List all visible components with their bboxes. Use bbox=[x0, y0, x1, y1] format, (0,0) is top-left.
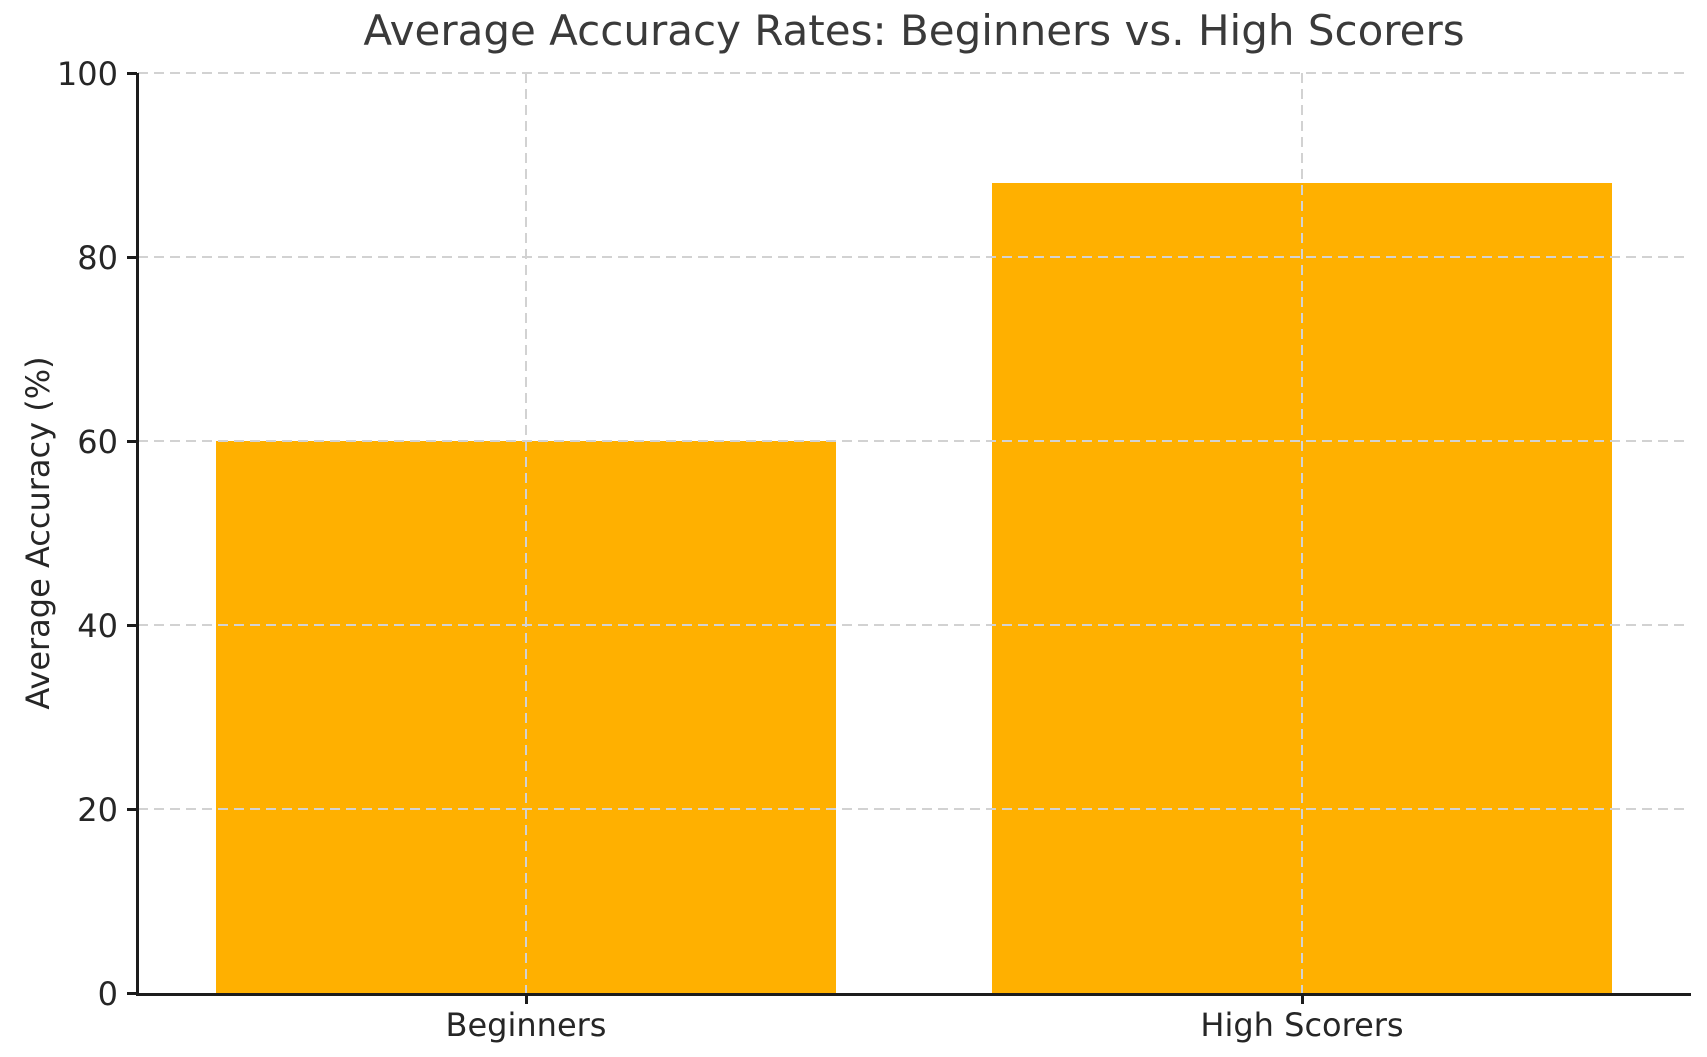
chart-title: Average Accuracy Rates: Beginners vs. Hi… bbox=[363, 6, 1465, 55]
x-tick-mark bbox=[524, 994, 528, 1004]
y-tick-mark bbox=[127, 439, 137, 443]
y-tick-mark bbox=[127, 991, 137, 995]
v-gridline-1 bbox=[525, 73, 527, 993]
y-axis-spine bbox=[136, 73, 139, 996]
y-tick-label: 0 bbox=[97, 975, 118, 1013]
h-gridline-20 bbox=[138, 808, 1690, 810]
x-tick-mark bbox=[1300, 994, 1304, 1004]
plot-area bbox=[136, 72, 1691, 996]
y-tick-mark bbox=[127, 71, 137, 75]
v-gridline-2 bbox=[1301, 73, 1303, 993]
y-tick-mark bbox=[127, 255, 137, 259]
x-tick-label: High Scorers bbox=[1200, 1006, 1404, 1044]
h-gridline-100 bbox=[138, 72, 1690, 74]
y-tick-mark bbox=[127, 623, 137, 627]
y-tick-label: 20 bbox=[77, 791, 118, 829]
h-gridline-60 bbox=[138, 440, 1690, 442]
y-tick-mark bbox=[127, 807, 137, 811]
h-gridline-40 bbox=[138, 624, 1690, 626]
y-tick-label: 40 bbox=[77, 607, 118, 645]
y-tick-label: 100 bbox=[56, 55, 118, 93]
x-axis-spine bbox=[136, 993, 1691, 996]
y-tick-label: 60 bbox=[77, 423, 118, 461]
y-tick-label: 80 bbox=[77, 239, 118, 277]
x-tick-label: Beginners bbox=[445, 1006, 607, 1044]
y-axis-label: Average Accuracy (%) bbox=[19, 356, 57, 710]
h-gridline-80 bbox=[138, 256, 1690, 258]
